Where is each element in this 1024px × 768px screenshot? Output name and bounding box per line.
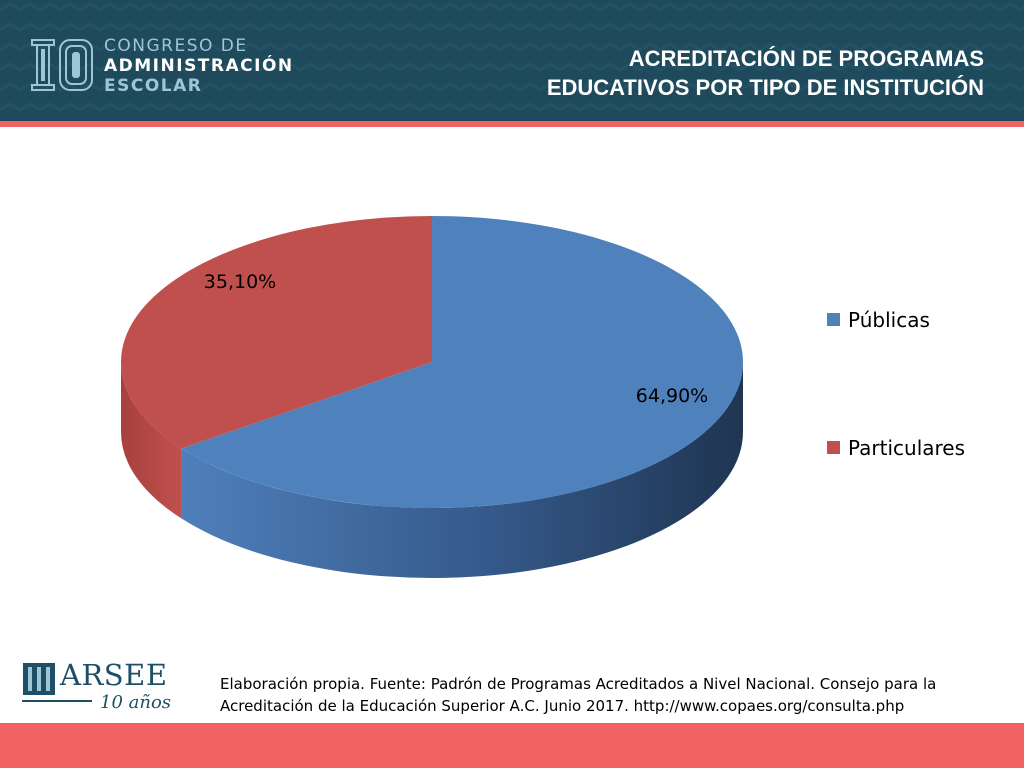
source-line-1: Elaboración propia. Fuente: Padrón de Pr… bbox=[220, 675, 937, 693]
pie-side-1 bbox=[121, 362, 182, 519]
pie-labels: 64,90% 35,10% bbox=[204, 271, 708, 407]
header-band: CONGRESO DE ADMINISTRACIÓN ESCOLAR ACRED… bbox=[0, 0, 1024, 121]
arsee-name: ARSEE bbox=[60, 658, 168, 692]
pie-side-0 bbox=[181, 362, 743, 578]
slide-title: ACREDITACIÓN DE PROGRAMAS EDUCATIVOS POR… bbox=[547, 44, 984, 102]
legend-label-1: Particulares bbox=[848, 436, 965, 460]
arsee-columns-icon bbox=[23, 663, 55, 695]
pie-chart: 64,90% 35,10% Públicas Particulares bbox=[121, 216, 965, 578]
source-line-2: Acreditación de la Educación Superior A.… bbox=[220, 697, 905, 715]
pie-tops bbox=[121, 216, 743, 508]
arsee-logo: ARSEE 10 años bbox=[22, 658, 182, 720]
legend-label-0: Públicas bbox=[848, 308, 930, 332]
footer-band bbox=[0, 723, 1024, 768]
legend-swatch-1 bbox=[827, 441, 840, 454]
logo-line-1: CONGRESO DE bbox=[104, 36, 248, 56]
header-pattern bbox=[0, 0, 1024, 121]
pie-slice-0 bbox=[181, 216, 743, 508]
logo-line-3: ESCOLAR bbox=[104, 76, 203, 96]
data-label-0: 64,90% bbox=[636, 385, 708, 407]
title-line-2: EDUCATIVOS POR TIPO DE INSTITUCIÓN bbox=[546, 75, 984, 100]
arsee-divider bbox=[22, 700, 92, 702]
header-accent-stripe bbox=[0, 121, 1024, 127]
pie-sides bbox=[121, 362, 743, 578]
congreso-logo-text: CONGRESO DE ADMINISTRACIÓN ESCOLAR bbox=[104, 36, 294, 96]
legend: Públicas Particulares bbox=[827, 308, 965, 460]
source-note: Elaboración propia. Fuente: Padrón de Pr… bbox=[220, 673, 1010, 717]
congreso-logo-icon bbox=[31, 39, 93, 91]
legend-swatch-0 bbox=[827, 313, 840, 326]
logo-line-2: ADMINISTRACIÓN bbox=[104, 56, 294, 76]
data-label-1: 35,10% bbox=[204, 271, 276, 293]
title-line-1: ACREDITACIÓN DE PROGRAMAS bbox=[628, 46, 984, 71]
arsee-years: 10 años bbox=[100, 692, 172, 713]
pie-slice-1 bbox=[121, 216, 432, 449]
